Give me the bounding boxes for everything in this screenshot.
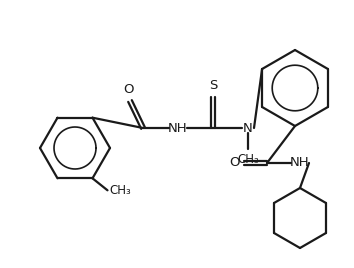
Text: N: N: [243, 121, 253, 135]
Text: O: O: [229, 157, 240, 169]
Text: CH₃: CH₃: [237, 153, 259, 166]
Text: S: S: [209, 79, 217, 92]
Text: O: O: [124, 83, 134, 96]
Text: NH: NH: [168, 121, 188, 135]
Text: CH₃: CH₃: [109, 184, 131, 197]
Text: NH: NH: [290, 157, 310, 169]
